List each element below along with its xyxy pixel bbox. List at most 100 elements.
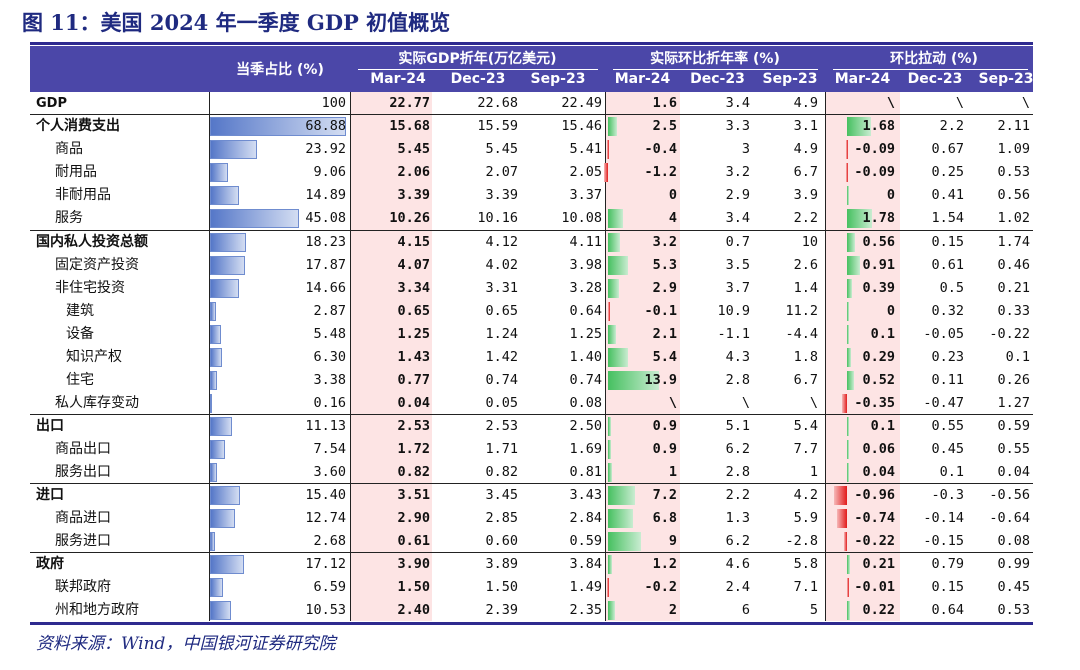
qoq-value: 2.4 bbox=[725, 579, 750, 595]
contrib-value: 0.11 bbox=[931, 372, 964, 388]
gdp-value: 3.31 bbox=[485, 280, 518, 296]
qoq-value: 3.2 bbox=[725, 164, 750, 180]
contrib-value: 0.55 bbox=[931, 418, 964, 434]
qoq-value: 6.2 bbox=[725, 533, 750, 549]
gdp-value: 2.85 bbox=[485, 510, 518, 526]
qoq-value: 4.9 bbox=[793, 95, 818, 111]
qoq-value: 1.2 bbox=[652, 556, 677, 572]
qoq-value: 9 bbox=[668, 533, 677, 549]
contrib-value: -0.96 bbox=[854, 487, 895, 503]
table-row: 服务进口 2.68 0.61 0.60 0.59 9 6.2 -2.8 -0.22 -0.15 0.… bbox=[30, 530, 1033, 553]
qoq-value: 2.8 bbox=[725, 372, 750, 388]
contrib-bar bbox=[847, 601, 851, 620]
gdp-value: 5.45 bbox=[397, 141, 430, 157]
share-bar bbox=[210, 555, 244, 574]
contrib-bar bbox=[847, 233, 855, 252]
qoq-value: 4 bbox=[668, 210, 677, 226]
contrib-value: 0.41 bbox=[931, 187, 964, 203]
contrib-value: 0.56 bbox=[862, 234, 895, 250]
row-label: 服务出口 bbox=[55, 464, 111, 480]
contrib-value: 0.45 bbox=[997, 579, 1030, 595]
qoq-value: -1.1 bbox=[717, 326, 750, 342]
contrib-bar bbox=[847, 463, 849, 482]
top-rule bbox=[30, 42, 1033, 45]
row-label: 国内私人投资总额 bbox=[36, 234, 148, 250]
gdp-value: 10.08 bbox=[561, 210, 602, 226]
qoq-bar bbox=[608, 532, 642, 551]
contrib-bar bbox=[847, 209, 872, 228]
table-row: 固定资产投资 17.87 4.07 4.02 3.98 5.3 3.5 2.6 0.91 0.61… bbox=[30, 254, 1033, 277]
share-bar bbox=[210, 117, 346, 136]
gdp-value: 0.74 bbox=[569, 372, 602, 388]
contrib-value: 1.78 bbox=[862, 210, 895, 226]
header-period: Mar-24 bbox=[834, 71, 891, 87]
qoq-value: 10 bbox=[801, 234, 818, 250]
gdp-value: 0.81 bbox=[569, 464, 602, 480]
table-row: 出口 11.13 2.53 2.53 2.50 0.9 5.1 5.4 0.1 0.55 0.59 bbox=[30, 415, 1033, 438]
row-label: 服务进口 bbox=[55, 533, 111, 549]
qoq-bar bbox=[607, 302, 610, 321]
qoq-bar bbox=[608, 256, 628, 275]
header-period: Mar-24 bbox=[370, 71, 426, 87]
gdp-value: 3.51 bbox=[397, 487, 430, 503]
gdp-value: 0.59 bbox=[569, 533, 602, 549]
gdp-table: GDP 100 22.77 22.68 22.49 1.6 3.4 4.9 \ \ \ 个人消费支出 6… bbox=[30, 92, 1033, 621]
gdp-value: 0.65 bbox=[485, 303, 518, 319]
qoq-value: 3.5 bbox=[725, 257, 750, 273]
gdp-value: 2.40 bbox=[397, 602, 430, 618]
gdp-value: 2.53 bbox=[397, 418, 430, 434]
contrib-value: -0.14 bbox=[923, 510, 964, 526]
contrib-value: -0.3 bbox=[931, 487, 964, 503]
share-bar bbox=[210, 209, 299, 228]
header-group-qoq: 实际环比折年率 (%) bbox=[650, 51, 780, 67]
contrib-value: 1.27 bbox=[997, 395, 1030, 411]
gdp-value: 5.41 bbox=[569, 141, 602, 157]
contrib-value: 1.74 bbox=[997, 234, 1030, 250]
qoq-bar bbox=[603, 163, 608, 182]
qoq-value: 2.1 bbox=[652, 326, 677, 342]
row-label: 政府 bbox=[36, 556, 64, 572]
qoq-value: 0.7 bbox=[725, 234, 750, 250]
qoq-value: 6.8 bbox=[652, 510, 677, 526]
gdp-value: 4.12 bbox=[485, 234, 518, 250]
header-sep-qoq bbox=[613, 69, 818, 70]
contrib-value: 0.53 bbox=[997, 164, 1030, 180]
table-row: 个人消费支出 68.88 15.68 15.59 15.46 2.5 3.3 3.1 1.68 2… bbox=[30, 115, 1033, 138]
gdp-value: 3.39 bbox=[485, 187, 518, 203]
qoq-value: 7.7 bbox=[793, 441, 818, 457]
qoq-value: 5.4 bbox=[652, 349, 677, 365]
share-value: 9.06 bbox=[313, 164, 346, 180]
qoq-value: 2.2 bbox=[725, 487, 750, 503]
gdp-value: 1.72 bbox=[397, 441, 430, 457]
col-divider-2 bbox=[350, 92, 351, 621]
qoq-value: 2.5 bbox=[652, 118, 677, 134]
contrib-value: 0.1 bbox=[1005, 349, 1030, 365]
contrib-bar bbox=[846, 578, 849, 597]
row-label: 知识产权 bbox=[66, 349, 122, 365]
gdp-value: 22.77 bbox=[389, 95, 430, 111]
row-label: GDP bbox=[36, 96, 67, 111]
qoq-value: -0.1 bbox=[644, 303, 677, 319]
header-period: Dec-23 bbox=[907, 71, 963, 87]
gdp-value: 3.28 bbox=[569, 280, 602, 296]
table-row: 服务出口 3.60 0.82 0.82 0.81 1 2.8 1 0.04 0.1 0.04 bbox=[30, 461, 1033, 484]
qoq-value: 0 bbox=[668, 187, 677, 203]
qoq-value: 5.9 bbox=[793, 510, 818, 526]
contrib-value: -0.09 bbox=[854, 164, 895, 180]
contrib-bar bbox=[845, 140, 848, 159]
contrib-value: 0.29 bbox=[862, 349, 895, 365]
table-row: 州和地方政府 10.53 2.40 2.39 2.35 2 6 5 0.22 0.64 0.53 bbox=[30, 599, 1033, 622]
header-period: Dec-23 bbox=[450, 71, 506, 87]
gdp-value: 0.82 bbox=[485, 464, 518, 480]
contrib-value: 0.5 bbox=[939, 280, 964, 296]
contrib-value: 1.54 bbox=[931, 210, 964, 226]
gdp-value: 15.46 bbox=[561, 118, 602, 134]
qoq-value: 3.1 bbox=[793, 118, 818, 134]
gdp-value: 0.08 bbox=[569, 395, 602, 411]
share-bar bbox=[210, 348, 223, 367]
share-bar bbox=[210, 440, 225, 459]
contrib-value: -0.01 bbox=[854, 579, 895, 595]
table-row: 商品 23.92 5.45 5.45 5.41 -0.4 3 4.9 -0.09 0.67 1.09 bbox=[30, 138, 1033, 161]
table-row: 进口 15.40 3.51 3.45 3.43 7.2 2.2 4.2 -0.96 -0.3 -0.… bbox=[30, 484, 1033, 507]
qoq-value: 5 bbox=[809, 602, 818, 618]
